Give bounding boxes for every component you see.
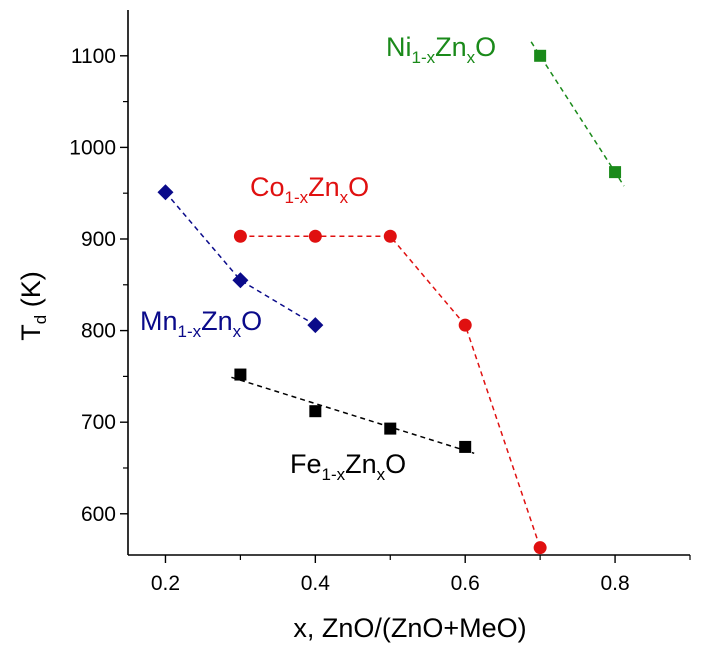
mn-label-el: Mn xyxy=(140,306,178,336)
series-line-3 xyxy=(231,376,475,455)
fe-label-o: O xyxy=(385,449,406,479)
data-point-s3-3 xyxy=(459,440,472,453)
x-tick-label: 0.6 xyxy=(451,572,480,595)
fe-label-sub1: 1-x xyxy=(322,465,346,484)
series-label-fe: Fe1-xZnxO xyxy=(290,449,406,484)
mn-label-sub1: 1-x xyxy=(178,322,202,341)
co-label-el: Co xyxy=(250,172,285,202)
fe-label-el: Fe xyxy=(290,449,322,479)
axes xyxy=(127,10,690,556)
data-point-s2-0 xyxy=(157,184,174,201)
ni-label-o: O xyxy=(475,32,496,62)
data-point-s1-3 xyxy=(458,318,472,332)
fe-label-sub2: x xyxy=(377,465,386,484)
y-tick-label: 600 xyxy=(81,503,116,526)
y-tick-label: 1000 xyxy=(69,136,116,159)
data-point-s2-1 xyxy=(232,272,249,289)
x-tick-label: 0.4 xyxy=(301,572,331,595)
series-label-co: Co1-xZnxO xyxy=(250,172,369,207)
y-tick-label: 700 xyxy=(81,411,116,434)
data-point-s1-1 xyxy=(308,229,322,243)
y-axis-title-unit-text: (K) xyxy=(16,271,46,307)
y-axis-title-main: T xyxy=(16,324,46,341)
co-label-zn: Zn xyxy=(308,172,340,202)
data-point-s1-4 xyxy=(533,541,547,555)
fe-label-zn: Zn xyxy=(345,449,377,479)
co-label-o: O xyxy=(348,172,369,202)
data-point-s3-1 xyxy=(309,405,322,418)
series-points xyxy=(157,49,622,555)
series-label-mn: Mn1-xZnxO xyxy=(140,306,262,341)
series-label-ni: Ni1-xZnxO xyxy=(386,32,496,67)
data-point-s0-1 xyxy=(609,166,622,179)
series-lines xyxy=(164,41,625,548)
data-point-s2-2 xyxy=(307,317,324,334)
series-line-0 xyxy=(530,41,625,187)
y-axis-title-unit xyxy=(16,307,46,315)
data-point-s3-2 xyxy=(384,422,397,435)
ni-label-sub1: 1-x xyxy=(412,48,436,67)
ni-label-el: Ni xyxy=(386,32,412,62)
data-point-s1-0 xyxy=(233,229,247,243)
y-ticks: 600 700 800 900 1000 1100 xyxy=(69,45,128,526)
x-ticks: 0.2 0.4 0.6 0.8 xyxy=(151,555,691,595)
data-point-s0-0 xyxy=(534,49,547,62)
y-tick-label: 800 xyxy=(81,320,116,343)
y-axis-title: Td (K) xyxy=(16,271,50,340)
mn-label-sub2: x xyxy=(233,322,242,341)
y-tick-label: 900 xyxy=(81,228,116,251)
x-tick-label: 0.8 xyxy=(600,572,629,595)
ni-label-zn: Zn xyxy=(435,32,467,62)
ni-label-sub2: x xyxy=(467,48,476,67)
series-line-2 xyxy=(164,191,316,326)
y-axis-title-sub: d xyxy=(31,315,50,324)
mn-label-zn: Zn xyxy=(201,306,233,336)
y-tick-label: 1100 xyxy=(71,45,116,68)
co-label-sub1: 1-x xyxy=(285,188,309,207)
mn-label-o: O xyxy=(241,306,262,336)
x-tick-label: 0.2 xyxy=(151,572,180,595)
x-axis-title: x, ZnO/(ZnO+MeO) xyxy=(293,613,526,643)
series-line-1 xyxy=(240,235,541,548)
co-label-sub2: x xyxy=(340,188,349,207)
data-point-s3-0 xyxy=(234,368,247,381)
data-point-s1-2 xyxy=(383,229,397,243)
